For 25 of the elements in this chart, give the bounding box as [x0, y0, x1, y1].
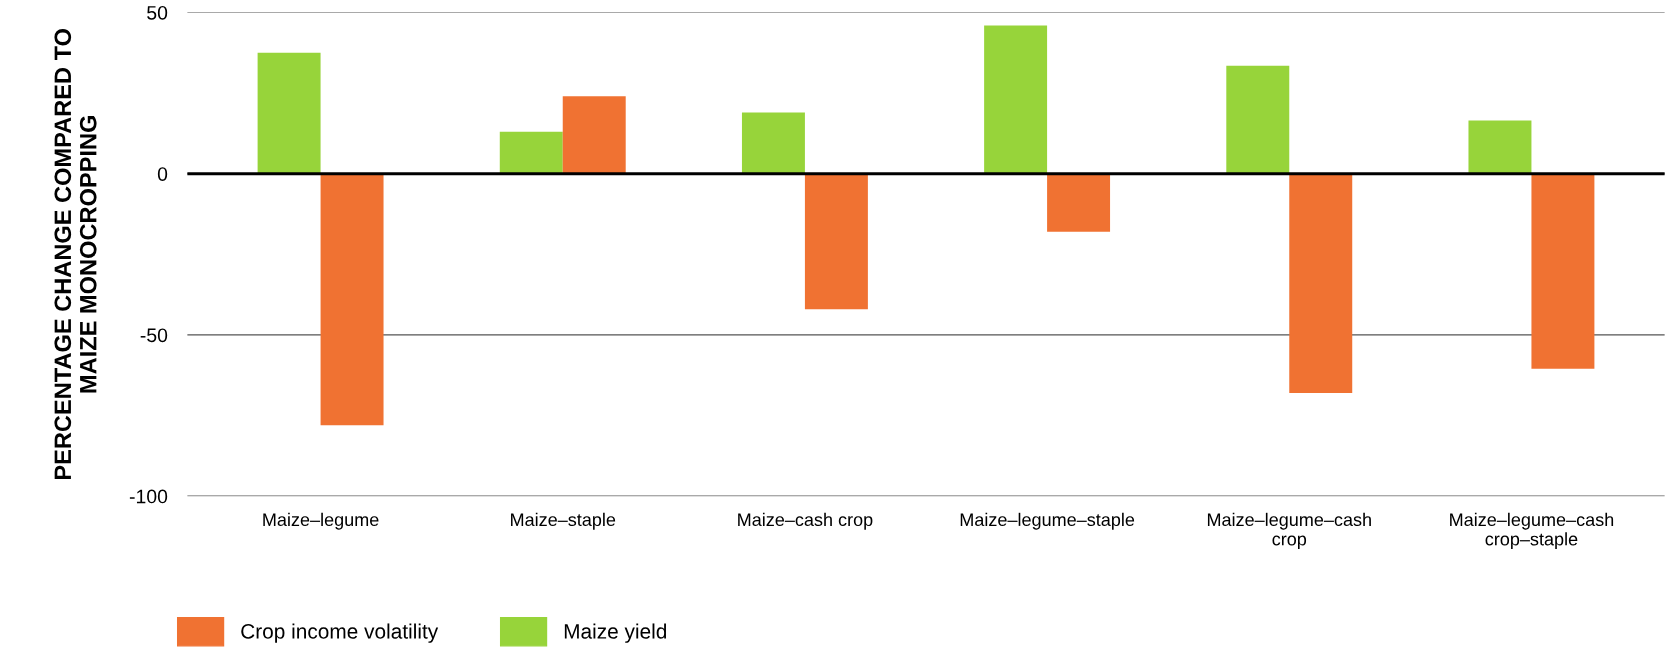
bar [804, 173, 868, 310]
bar [741, 112, 805, 174]
bar [1047, 173, 1111, 232]
bar [257, 52, 321, 174]
legend-label: Crop income volatility [241, 623, 439, 643]
bar [320, 173, 384, 426]
bar [562, 96, 626, 174]
x-tick-label: Maize–cash crop [738, 512, 873, 530]
bar [1226, 65, 1290, 174]
x-tick-label: Maize–legume–staple [960, 512, 1135, 530]
bar [984, 25, 1048, 174]
x-tick-label: Maize–staple [511, 512, 616, 530]
bar [1468, 120, 1532, 174]
x-tick-label: Maize–legume [263, 512, 379, 530]
y-tick-label: -100 [129, 489, 168, 504]
y-tick-label: -50 [140, 328, 168, 343]
y-tick-label: 0 [157, 167, 168, 181]
bar [499, 131, 563, 174]
bar [1289, 173, 1353, 393]
y-axis-title: PERCENTAGE CHANGE COMPARED TO MAIZE MONOCROPPING [54, 29, 97, 480]
bar [1531, 173, 1595, 369]
x-tick-label: Maize–legume–cash crop–staple [1450, 512, 1614, 550]
y-tick-label: 50 [147, 5, 168, 20]
x-tick-label: Maize–legume–cash crop [1207, 512, 1371, 550]
legend-label: Maize yield [564, 623, 667, 643]
